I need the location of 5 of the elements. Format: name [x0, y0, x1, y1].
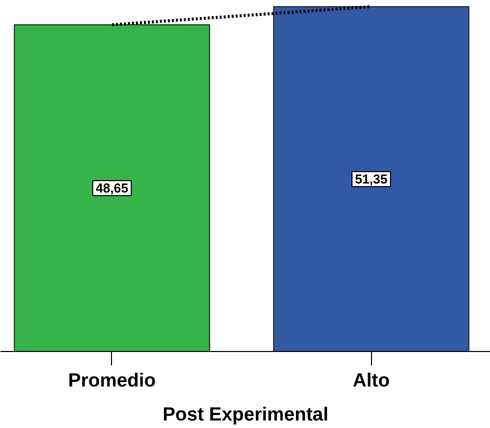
x-tick-label: Alto [352, 370, 390, 392]
data-label: 48,65 [96, 180, 128, 196]
data-label: 51,35 [354, 172, 388, 187]
x-tick-label: Promedio [68, 370, 156, 392]
x-axis-title: Post Experimental [162, 404, 328, 426]
